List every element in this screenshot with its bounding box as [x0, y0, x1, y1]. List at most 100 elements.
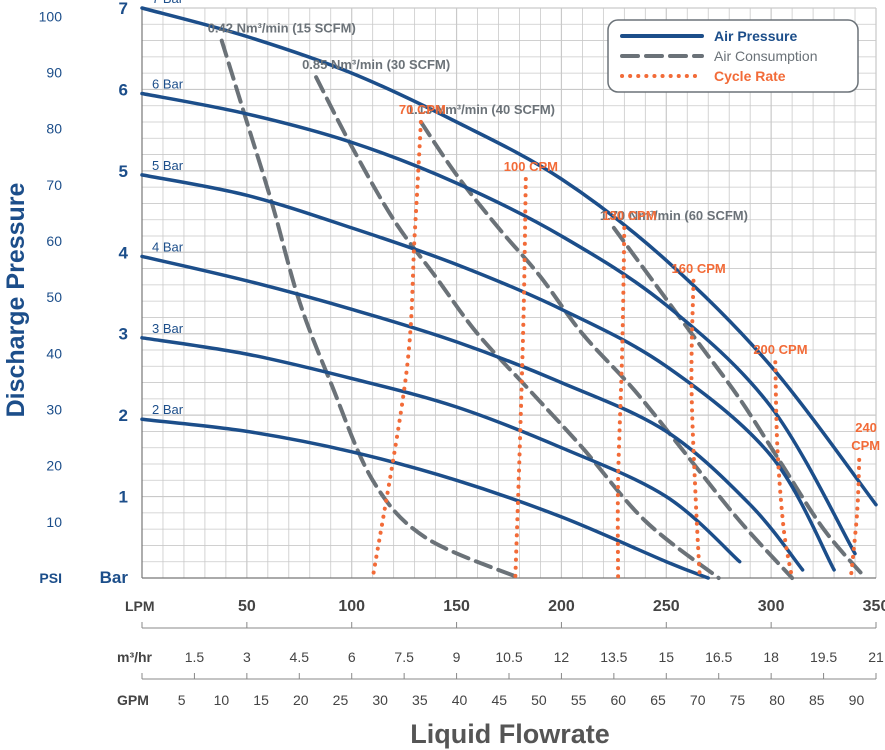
air-consumption-label: 1.13 Nm³/min (40 SCFM)	[407, 102, 555, 117]
x-tick-label: 45	[491, 692, 507, 708]
x-tick-label: 30	[372, 692, 388, 708]
cycle-rate-line	[848, 457, 862, 580]
bar-tick-label: 2	[119, 406, 128, 425]
air-pressure-label: 4 Bar	[152, 239, 184, 254]
x-tick-label: 16.5	[705, 649, 732, 665]
air-consumption-label: 0.42 Nm³/min (15 SCFM)	[208, 21, 356, 36]
x-tick-label: 10.5	[495, 649, 522, 665]
x-tick-label: 13.5	[600, 649, 627, 665]
x-tick-label: 20	[293, 692, 309, 708]
x-tick-label: 40	[452, 692, 468, 708]
cycle-rate-line	[773, 360, 795, 580]
x-tick-label: 70	[690, 692, 706, 708]
air-pressure-label: 3 Bar	[152, 321, 184, 336]
cycle-rate-lines	[370, 120, 862, 580]
x-tick-label: 80	[769, 692, 785, 708]
x-tick-label: 7.5	[394, 649, 414, 665]
x-tick-label: 15	[658, 649, 674, 665]
air-consumption-line	[314, 75, 721, 580]
x-tick-label: 50	[238, 598, 256, 615]
x-axis-title: Liquid Flowrate	[410, 719, 610, 749]
psi-tick-label: 80	[46, 121, 62, 137]
y-axis-title: Discharge Pressure	[2, 182, 30, 417]
psi-tick-label: 70	[46, 177, 62, 193]
legend-entry-label: Air Consumption	[714, 48, 818, 64]
x-tick-label: 85	[809, 692, 825, 708]
air-pressure-label: 2 Bar	[152, 402, 184, 417]
psi-tick-label: 10	[46, 514, 62, 530]
psi-tick-label: 30	[46, 402, 62, 418]
air-pressure-line	[140, 336, 742, 564]
psi-tick-label: 100	[39, 8, 63, 24]
cycle-rate-label: 160 CPM	[672, 261, 726, 276]
air-consumption-line	[219, 38, 522, 580]
x-unit-label: GPM	[117, 692, 149, 708]
x-tick-label: 250	[653, 598, 680, 615]
x-tick-label: 10	[214, 692, 230, 708]
bar-tick-label: 6	[119, 80, 128, 99]
x-unit-label: m³/hr	[117, 649, 153, 665]
air-consumption-label: 1.70 Nm³/min (60 SCFM)	[600, 208, 748, 223]
bar-tick-label: 7	[119, 0, 128, 18]
cycle-rate-line	[689, 278, 702, 580]
x-tick-label: 25	[333, 692, 349, 708]
air-pressure-lines	[140, 6, 878, 580]
cycle-rate-line	[513, 177, 528, 580]
psi-tick-label: 60	[46, 233, 62, 249]
x-tick-label: 100	[338, 598, 365, 615]
curve-labels: 7 Bar 6 Bar 5 Bar 4 Bar 3 Bar 2 Bar 0.42 Nm³/m…	[152, 0, 880, 453]
psi-tick-label: 40	[46, 345, 62, 361]
x-tick-label: 3	[243, 649, 251, 665]
air-pressure-line	[140, 254, 805, 572]
x-tick-label: 15	[253, 692, 269, 708]
cycle-rate-label: 130 CPM	[602, 208, 656, 223]
x-tick-label: 9	[453, 649, 461, 665]
legend-entry-label: Air Pressure	[714, 28, 797, 44]
bar-tick-label: 3	[119, 325, 128, 344]
x-tick-label: 150	[443, 598, 470, 615]
x-tick-label: 90	[849, 692, 865, 708]
bar-tick-label: 5	[119, 162, 128, 181]
x-tick-label: 1.5	[185, 649, 205, 665]
bar-tick-label: 1	[119, 488, 128, 507]
air-consumption-lines	[219, 38, 868, 580]
x-tick-label: 35	[412, 692, 428, 708]
x-tick-label: 21	[868, 649, 884, 665]
air-pressure-line	[140, 417, 710, 580]
x-tick-label: 4.5	[290, 649, 310, 665]
air-consumption-label: 0.85 Nm³/min (30 SCFM)	[302, 57, 450, 72]
bar-unit-label: Bar	[100, 568, 129, 587]
air-pressure-label: 5 Bar	[152, 158, 184, 173]
x-tick-label: 18	[763, 649, 779, 665]
x-tick-label: 55	[571, 692, 587, 708]
x-tick-label: 75	[730, 692, 746, 708]
x-unit-label: LPM	[125, 598, 155, 614]
x-tick-label: 6	[348, 649, 356, 665]
cycle-rate-label: 240	[855, 420, 877, 435]
cycle-rate-label: 200 CPM	[753, 342, 807, 357]
grid	[142, 7, 877, 578]
air-consumption-line	[418, 120, 795, 580]
x-tick-label: 60	[611, 692, 627, 708]
cycle-rate-line	[615, 225, 627, 580]
x-tick-label: 5	[178, 692, 186, 708]
x-tick-label: 19.5	[810, 649, 837, 665]
bar-tick-label: 4	[119, 243, 129, 262]
x-tick-label: 200	[548, 598, 575, 615]
air-pressure-label: 6 Bar	[152, 77, 184, 92]
cycle-rate-label-unit: CPM	[851, 438, 880, 453]
legend: Air Pressure Air Consumption Cycle Rate	[607, 19, 859, 93]
psi-tick-label: 90	[46, 65, 62, 81]
psi-tick-label: 20	[46, 458, 62, 474]
x-tick-label: 12	[554, 649, 570, 665]
cycle-rate-line	[370, 120, 423, 580]
x-tick-label: 50	[531, 692, 547, 708]
air-pressure-line	[140, 6, 878, 507]
air-consumption-line	[611, 225, 868, 580]
legend-entry-label: Cycle Rate	[714, 68, 786, 84]
air-pressure-label: 7 Bar	[152, 0, 184, 6]
air-pressure-line	[140, 173, 836, 572]
x-tick-label: 350	[863, 598, 885, 615]
